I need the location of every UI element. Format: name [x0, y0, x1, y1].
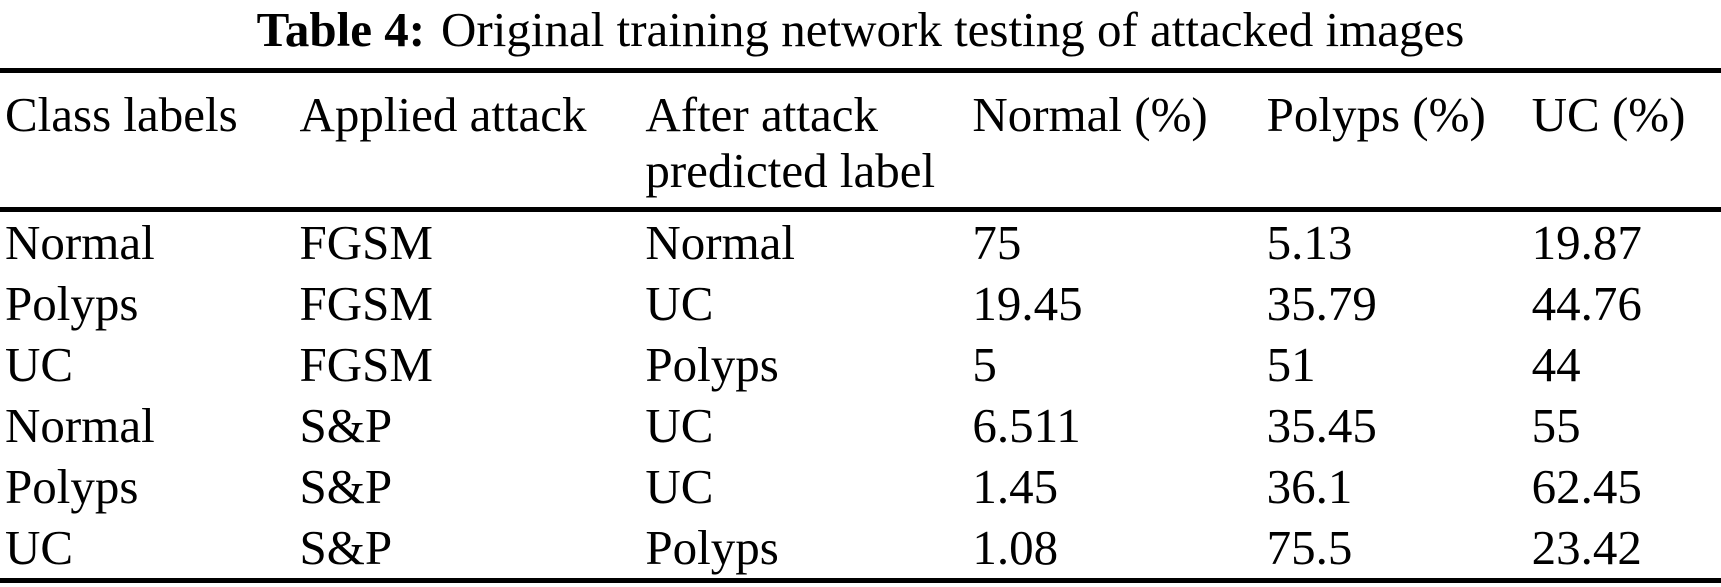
cell-predicted-label: UC: [645, 458, 714, 514]
header-row: Class labels Applied attack After attack…: [0, 70, 1721, 212]
cell-polyps-pct: 75.5: [1266, 519, 1353, 575]
cell-applied-attack: S&P: [299, 519, 393, 575]
cell-normal-pct: 1.08: [972, 519, 1059, 575]
column-header-polyps-pct: Polyps (%): [1266, 70, 1532, 212]
cell-applied-attack: FGSM: [299, 336, 433, 392]
cell-class-label: Polyps: [5, 275, 139, 331]
cell-uc-pct: 19.87: [1531, 214, 1642, 270]
cell-normal-pct: 1.45: [972, 458, 1059, 514]
cell-polyps-pct: 51: [1266, 336, 1316, 392]
cell-predicted-label: Normal: [645, 214, 796, 270]
cell-class-label: UC: [5, 519, 74, 575]
cell-polyps-pct: 36.1: [1266, 458, 1353, 514]
table-caption-label: Table 4:: [256, 2, 426, 57]
cell-applied-attack: S&P: [299, 397, 393, 453]
cell-uc-pct: 62.45: [1531, 458, 1642, 514]
cell-class-label: Normal: [5, 214, 155, 270]
column-header-applied-attack: Applied attack: [299, 70, 646, 212]
cell-applied-attack: S&P: [299, 458, 393, 514]
cell-uc-pct: 44: [1531, 336, 1581, 392]
column-header-normal-pct: Normal (%): [972, 70, 1267, 212]
results-table: Class labels Applied attack After attack…: [0, 68, 1721, 583]
cell-class-label: UC: [5, 336, 74, 392]
cell-polyps-pct: 35.79: [1266, 275, 1377, 331]
table-row: Polyps FGSM UC 19.45 35.79 44.76: [0, 273, 1721, 334]
cell-class-label: Polyps: [5, 458, 139, 514]
cell-uc-pct: 23.42: [1531, 519, 1642, 575]
column-header-uc-pct: UC (%): [1531, 70, 1721, 212]
column-header-after-attack-predicted-label: After attack predicted label: [645, 70, 973, 212]
column-header-class-labels: Class labels: [0, 70, 300, 212]
cell-applied-attack: FGSM: [299, 275, 433, 331]
cell-uc-pct: 44.76: [1531, 275, 1642, 331]
cell-predicted-label: Polyps: [645, 519, 779, 575]
cell-class-label: Normal: [5, 397, 155, 453]
cell-normal-pct: 5: [972, 336, 997, 392]
table-row: Polyps S&P UC 1.45 36.1 62.45: [0, 456, 1721, 517]
table-row: Normal S&P UC 6.511 35.45 55: [0, 395, 1721, 456]
cell-predicted-label: UC: [645, 397, 714, 453]
cell-normal-pct: 19.45: [972, 275, 1083, 331]
table-row: Normal FGSM Normal 75 5.13 19.87: [0, 209, 1721, 273]
table-row: UC FGSM Polyps 5 51 44: [0, 334, 1721, 395]
cell-uc-pct: 55: [1531, 397, 1581, 453]
cell-predicted-label: UC: [645, 275, 714, 331]
table-row: UC S&P Polyps 1.08 75.5 23.42: [0, 517, 1721, 581]
cell-polyps-pct: 35.45: [1266, 397, 1377, 453]
table-caption-text: Original training network testing of att…: [441, 2, 1465, 57]
cell-normal-pct: 6.511: [972, 397, 1081, 453]
cell-normal-pct: 75: [972, 214, 1022, 270]
table-caption: Table 4: Original training network testin…: [0, 0, 1721, 68]
cell-applied-attack: FGSM: [299, 214, 433, 270]
cell-polyps-pct: 5.13: [1266, 214, 1353, 270]
cell-predicted-label: Polyps: [645, 336, 779, 392]
